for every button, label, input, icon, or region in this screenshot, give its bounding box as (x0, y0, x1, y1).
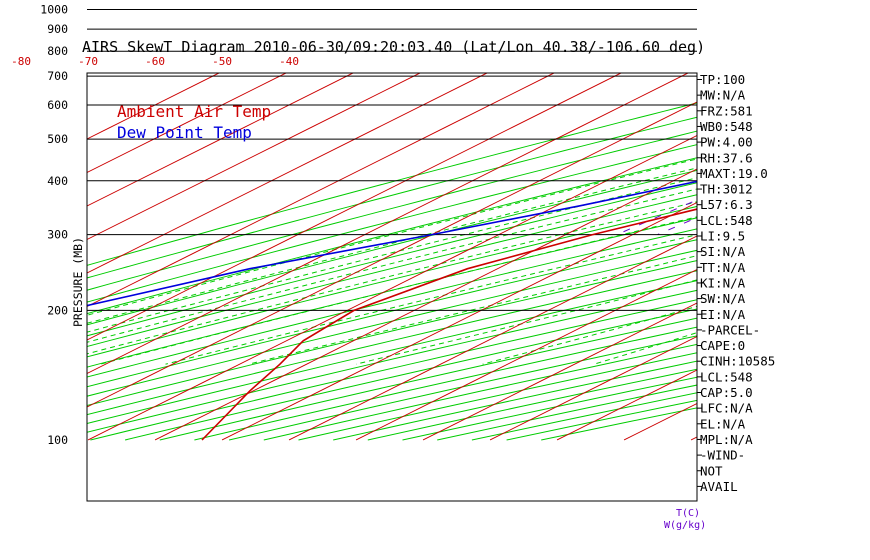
dry-adiabat-line (124, 308, 697, 441)
mixing-ratio-line (763, 0, 870, 234)
isotherm-line (758, 0, 870, 440)
dry-adiabat-line (87, 102, 697, 266)
stability-index-label: TT:N/A (700, 260, 746, 275)
stability-index-label: NOT (700, 463, 723, 478)
pressure-tick-label: 700 (47, 69, 68, 83)
pressure-tick-label: 1000 (40, 2, 68, 16)
isotherm-line (154, 168, 697, 441)
top-temp-tick-label: -70 (78, 55, 98, 68)
stability-index-label: L57:6.3 (700, 197, 753, 212)
isotherm-line (825, 0, 870, 440)
isotherm-line (355, 268, 697, 441)
isotherm-line (87, 101, 697, 408)
stability-index-label: RH:37.6 (700, 150, 753, 165)
y-axis-label: PRESSURE (MB) (71, 237, 85, 327)
pressure-tick-label: 400 (47, 174, 68, 188)
stability-index-label: CAPE:0 (700, 338, 745, 353)
pressure-tick-label: 200 (47, 303, 68, 317)
dewpoint-temp-line (87, 180, 697, 307)
stability-index-label: SI:N/A (700, 244, 746, 259)
dry-adiabat-line (159, 317, 697, 441)
mixing-ratio-line (845, 0, 870, 234)
stability-index-label: KI:N/A (700, 275, 746, 290)
dry-adiabat-line (87, 205, 697, 358)
top-temp-tick-label: -80 (11, 55, 31, 68)
dry-adiabat-line (87, 130, 697, 291)
stability-index-label: EL:N/A (700, 416, 746, 431)
stability-index-label: -PARCEL- (700, 322, 760, 337)
isotherm-line (87, 73, 288, 174)
dry-adiabat-line (87, 194, 697, 347)
mixing-ratio-line (792, 0, 870, 234)
pressure-tick-label: 300 (47, 228, 68, 242)
stability-index-label: LCL:548 (700, 213, 753, 228)
stability-index-label: -WIND- (700, 448, 745, 463)
top-temp-tick-label: -60 (145, 55, 165, 68)
stability-index-label: MPL:N/A (700, 432, 753, 447)
stability-index-label: CAP:5.0 (700, 385, 753, 400)
pressure-tick-label: 900 (47, 22, 68, 36)
plot-frame (86, 72, 698, 502)
isotherm-line (422, 302, 697, 441)
dry-adiabat-line (87, 116, 697, 279)
axis-ticks: 1002003004005006007008009001000-50-40-30… (11, 2, 299, 447)
isotherm-line (87, 73, 690, 375)
stability-index-label: CINH:10585 (700, 354, 775, 369)
dry-adiabat-line (333, 360, 697, 441)
stability-index-label: PW:4.00 (700, 135, 753, 150)
mixing-ratio-line (813, 0, 870, 234)
pressure-tick-label: 800 (47, 44, 68, 58)
top-temp-tick-label: -50 (212, 55, 232, 68)
stability-index-label: LFC:N/A (700, 401, 753, 416)
stability-index-label: SW:N/A (700, 291, 746, 306)
legend-dew-point-temp: Dew Point Temp (117, 123, 252, 142)
stability-index-label: LCL:548 (700, 369, 753, 384)
isotherm-line (87, 73, 221, 140)
isotherm-line (221, 201, 697, 441)
pressure-tick-label: 500 (47, 132, 68, 146)
dry-adiabat-line (228, 335, 697, 441)
dry-adiabat-line (471, 392, 697, 441)
isotherm-line (87, 73, 422, 241)
dry-adiabat-line (87, 260, 697, 407)
isotherm-line (87, 73, 623, 341)
stability-index-label: WB0:548 (700, 119, 753, 134)
stability-index-label: TH:3012 (700, 182, 753, 197)
top-temp-tick-label: -40 (279, 55, 299, 68)
isotherm-line (87, 73, 355, 207)
isotherm-line (87, 73, 489, 274)
isobar-lines (87, 8, 697, 311)
chart-title: AIRS SkewT Diagram 2010-06-30/09:20:03.4… (82, 38, 705, 56)
pressure-tick-label: 600 (47, 98, 68, 112)
ambient-temp-line (201, 208, 697, 441)
stability-index-label: MAXT:19.0 (700, 166, 768, 181)
dry-adiabat-line (87, 144, 697, 303)
x-axis-label: T(C) (676, 508, 700, 519)
stability-index-label: LI:9.5 (700, 229, 745, 244)
mixing-ratio-line (657, 217, 697, 236)
dry-adiabat-line (87, 182, 697, 337)
stability-index-label: EI:N/A (700, 307, 746, 322)
dry-adiabat-line (298, 352, 697, 441)
pressure-tick-label: 100 (47, 433, 68, 447)
dry-adiabat-line (87, 239, 697, 388)
isotherm-line (288, 235, 697, 441)
sounding-profiles (87, 180, 697, 441)
stability-index-label: AVAIL (700, 479, 738, 494)
stability-index-label: MW:N/A (700, 88, 746, 103)
stability-index-label: TP:100 (700, 72, 745, 87)
dry-adiabat-line (87, 169, 697, 326)
isotherm-line (87, 73, 556, 308)
stability-indices-panel: TP:100MW:N/AFRZ:581WB0:548PW:4.00RH:37.6… (697, 72, 775, 494)
dry-adiabat-line (87, 228, 697, 378)
stability-index-label: FRZ:581 (700, 103, 753, 118)
isotherm-line (87, 134, 697, 441)
legend-ambient-air-temp: Ambient Air Temp (117, 102, 271, 121)
mixing-ratio-label: W(g/kg) (664, 520, 706, 531)
isotherm-line (489, 335, 697, 441)
